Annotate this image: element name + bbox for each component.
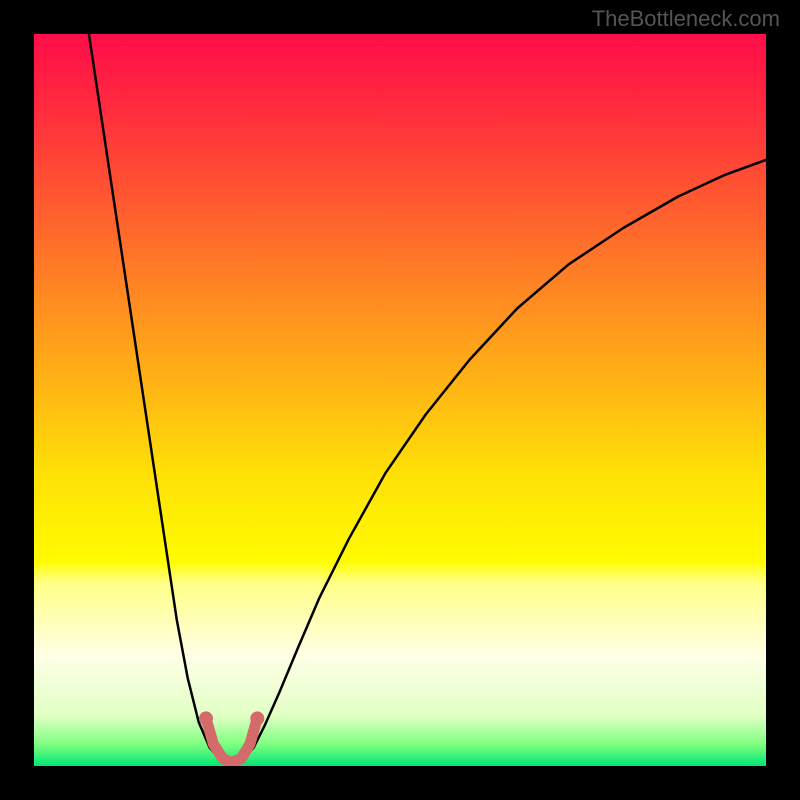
bottleneck-chart: TheBottleneck.com <box>0 0 800 800</box>
source-label: TheBottleneck.com <box>592 6 780 31</box>
bottom-marker-dot-left <box>199 711 213 725</box>
bottom-marker-dot-right <box>250 711 264 725</box>
